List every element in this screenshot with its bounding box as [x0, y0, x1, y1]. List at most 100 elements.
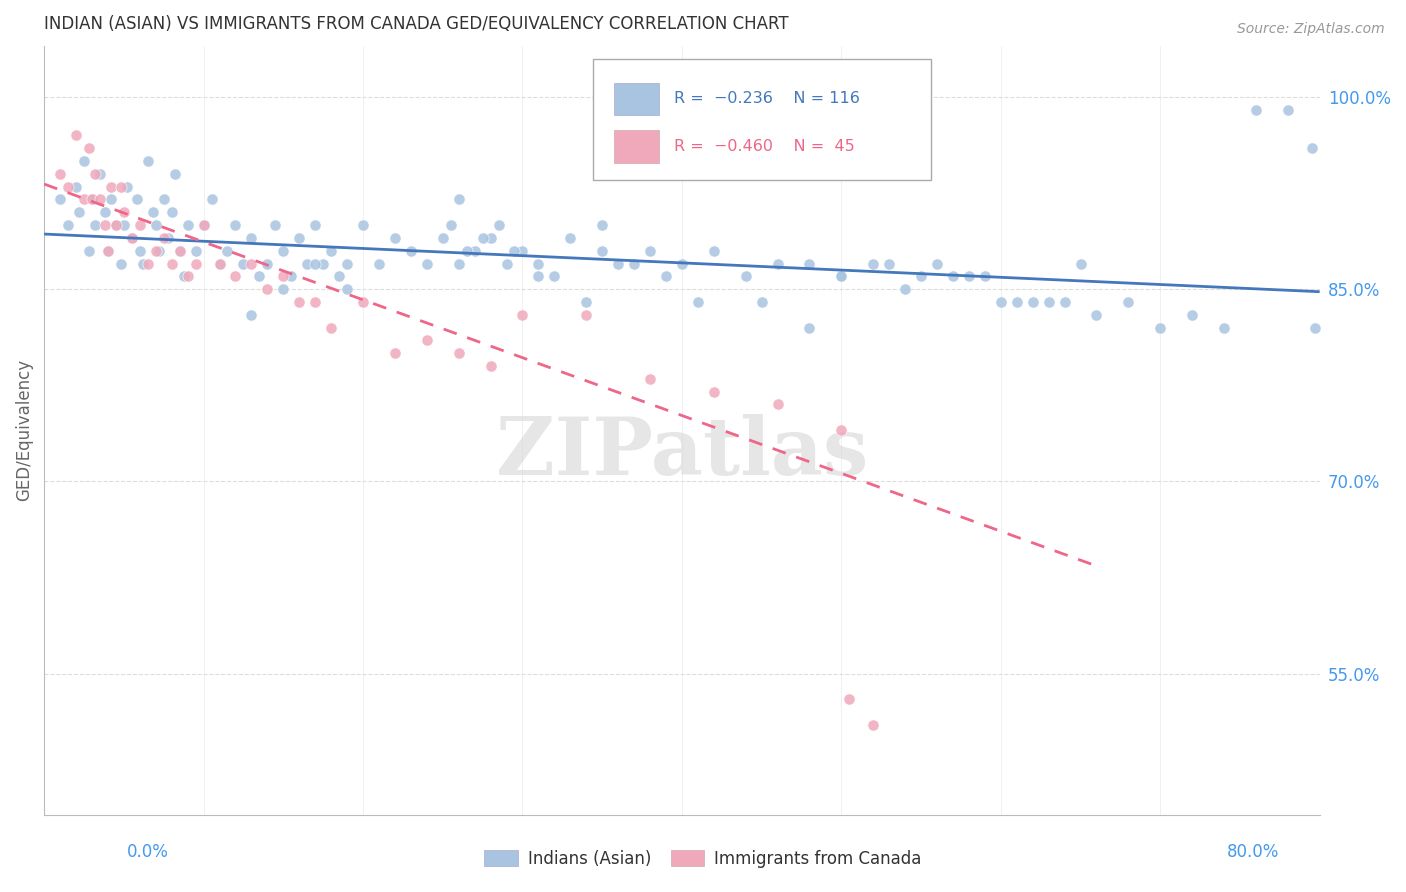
- Point: [89, 167, 111, 181]
- Point: [336, 282, 359, 296]
- Point: [271, 269, 294, 284]
- Point: [163, 167, 186, 181]
- Point: [766, 256, 789, 270]
- Point: [173, 269, 195, 284]
- Point: [464, 244, 486, 258]
- Point: [295, 256, 318, 270]
- Point: [384, 346, 406, 360]
- Point: [312, 256, 335, 270]
- Point: [512, 244, 534, 258]
- Point: [84, 218, 107, 232]
- Point: [560, 231, 582, 245]
- Point: [1005, 295, 1028, 310]
- Point: [176, 218, 198, 232]
- Point: [1303, 320, 1326, 334]
- Y-axis label: GED/Equivalency: GED/Equivalency: [15, 359, 32, 501]
- Point: [136, 256, 159, 270]
- Point: [240, 256, 263, 270]
- Point: [830, 269, 852, 284]
- Point: [49, 167, 72, 181]
- Point: [734, 269, 756, 284]
- Point: [200, 193, 222, 207]
- Point: [160, 205, 183, 219]
- Point: [607, 256, 630, 270]
- Point: [495, 256, 517, 270]
- Point: [136, 153, 159, 168]
- FancyBboxPatch shape: [592, 59, 931, 180]
- Text: 0.0%: 0.0%: [127, 843, 169, 861]
- Point: [1213, 320, 1236, 334]
- Point: [1069, 256, 1091, 270]
- Point: [232, 256, 254, 270]
- Point: [703, 384, 725, 399]
- Point: [240, 308, 263, 322]
- Point: [56, 218, 79, 232]
- Point: [384, 231, 406, 245]
- Point: [100, 193, 122, 207]
- Point: [591, 244, 613, 258]
- Point: [862, 256, 884, 270]
- Point: [110, 256, 132, 270]
- Point: [1301, 141, 1323, 155]
- Point: [80, 193, 103, 207]
- Point: [910, 269, 932, 284]
- Point: [56, 179, 79, 194]
- Point: [456, 244, 478, 258]
- Point: [288, 295, 311, 310]
- Point: [990, 295, 1012, 310]
- Point: [368, 256, 391, 270]
- Point: [471, 231, 494, 245]
- Point: [1181, 308, 1204, 322]
- Point: [104, 218, 127, 232]
- Point: [957, 269, 980, 284]
- Point: [148, 244, 170, 258]
- Point: [224, 218, 246, 232]
- Point: [125, 193, 148, 207]
- Legend: Indians (Asian), Immigrants from Canada: Indians (Asian), Immigrants from Canada: [478, 844, 928, 875]
- Point: [416, 334, 439, 348]
- Point: [208, 256, 231, 270]
- Point: [49, 193, 72, 207]
- Point: [830, 269, 852, 284]
- Point: [121, 231, 143, 245]
- Point: [264, 218, 287, 232]
- Point: [271, 282, 294, 296]
- Point: [89, 193, 111, 207]
- Text: R =  −0.460    N =  45: R = −0.460 N = 45: [675, 139, 855, 154]
- Text: 80.0%: 80.0%: [1227, 843, 1279, 861]
- Point: [862, 718, 884, 732]
- Point: [543, 269, 565, 284]
- Point: [184, 244, 207, 258]
- Text: ZIPatlas: ZIPatlas: [496, 414, 868, 492]
- Point: [110, 179, 132, 194]
- Point: [152, 193, 174, 207]
- Text: R =  −0.236    N = 116: R = −0.236 N = 116: [675, 91, 860, 106]
- Text: INDIAN (ASIAN) VS IMMIGRANTS FROM CANADA GED/EQUIVALENCY CORRELATION CHART: INDIAN (ASIAN) VS IMMIGRANTS FROM CANADA…: [44, 15, 789, 33]
- Point: [527, 269, 550, 284]
- Point: [488, 218, 510, 232]
- Point: [145, 218, 167, 232]
- Point: [104, 218, 127, 232]
- Point: [132, 256, 155, 270]
- Point: [575, 308, 598, 322]
- Point: [925, 256, 948, 270]
- Point: [193, 218, 215, 232]
- Point: [280, 269, 302, 284]
- Point: [527, 256, 550, 270]
- Point: [80, 193, 103, 207]
- Point: [352, 295, 374, 310]
- Point: [67, 205, 90, 219]
- Point: [1038, 295, 1060, 310]
- Point: [623, 256, 645, 270]
- Point: [894, 282, 917, 296]
- Point: [512, 308, 534, 322]
- Point: [799, 256, 821, 270]
- Point: [256, 282, 278, 296]
- Point: [288, 231, 311, 245]
- Point: [65, 179, 87, 194]
- Point: [240, 231, 263, 245]
- Point: [638, 372, 661, 386]
- Point: [447, 193, 470, 207]
- Point: [1244, 103, 1267, 117]
- Point: [336, 256, 359, 270]
